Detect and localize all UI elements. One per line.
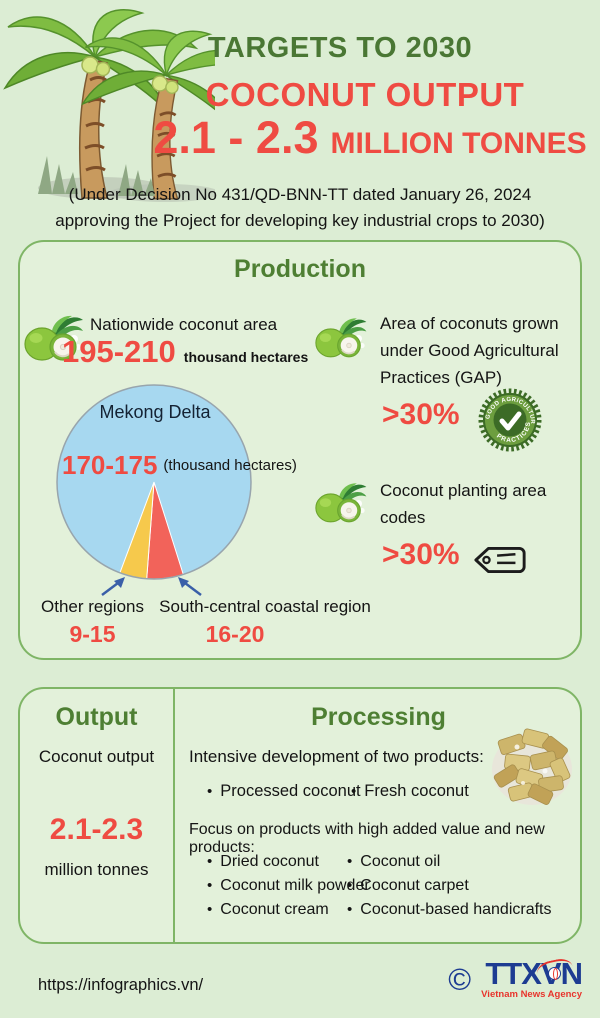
processing-product-item: Coconut cream [207,901,329,919]
processing-product-item: Coconut-based handicrafts [347,901,551,919]
production-title: Production [234,255,366,283]
header-subtitle-line2: approving the Project for developing key… [55,211,545,230]
processing-product-item: Coconut oil [347,853,440,871]
processing-product-item: Processed coconut [207,782,360,801]
processing-product-item: Fresh coconut [351,782,469,801]
pie-slice-value-mekong: 170-175 [62,450,158,480]
coconut-area-pie-chart [56,384,252,580]
copyright-icon: © [448,961,472,997]
pie-unit-label: (thousand hectares) [163,457,297,474]
globe-icon [548,967,562,980]
header-title: COCONUT OUTPUT [205,76,525,113]
output-value: 2.1-2.3 [49,813,144,846]
header-subtitle-line1: (Under Decision No 431/QD-BNN-TT dated J… [68,185,532,204]
output-processing-panel: Output Coconut output 2.1-2.3 million to… [18,687,582,944]
header-figure-unit: MILLION TONNES [330,127,587,160]
pie-slice-label-other: Other regions [41,597,144,616]
coconut-icon [315,482,368,523]
header-kicker: TARGETS TO 2030 [207,32,473,64]
pie-slice-value-south-central: 16-20 [205,621,265,647]
output-title: Output [55,703,138,731]
processing-intro1: Intensive development of two products: [189,747,484,766]
pie-slice-label-mekong: Mekong Delta [99,402,211,422]
palm-trees-illustration [3,9,215,202]
production-panel: Production Nationwide coconut area 195-2… [18,240,582,660]
nationwide-area-value: 195-210 [62,334,176,369]
ttxvn-logo-subtext: Vietnam News Agency [481,989,582,1000]
pie-slice-value-mekong-row: 170-175 (thousand hectares) [62,450,297,481]
processing-intro2: Focus on products with high added value … [189,821,545,856]
processing-product-item: Coconut milk powder [207,877,369,895]
coconut-candy-image [492,728,572,805]
arrow-to-south-central-icon [178,577,202,596]
gap-area-value: >30% [382,398,460,431]
pie-slice-label-south-central: South-central coastal region [159,597,371,616]
arrow-to-other-regions-icon [101,577,125,596]
pie-slice-value-other: 9-15 [69,621,116,647]
ttxvn-logo-text: TTXVN [485,956,583,991]
processing-product-item: Coconut carpet [347,877,469,895]
header-figure-value: 2.1 - 2.3 [153,112,319,163]
output-unit: million tonnes [44,860,149,879]
gap-certified-badge-icon: GOOD AGRICULTURAL PRACTICES [478,388,542,452]
source-url-link[interactable]: https://infographics.vn/ [38,976,204,994]
processing-title: Processing [311,703,446,731]
nationwide-area-label: Nationwide coconut area [90,315,278,334]
nationwide-area-unit: thousand hectares [183,349,309,365]
planting-codes-value: >30% [382,538,460,571]
planting-codes-label: Coconut planting area codes [380,481,547,527]
tag-icon [474,546,526,574]
coconut-icon [315,317,368,358]
ttxvn-logo-letters: TTXVN [485,956,583,991]
column-divider [173,689,175,942]
header-figure: 2.1 - 2.3 MILLION TONNES [140,112,600,164]
ttxvn-logo: © TTXVN Vietnam News Agency [448,956,583,1000]
processing-product-item: Dried coconut [207,853,319,871]
output-label: Coconut output [38,747,155,766]
nationwide-area-value-row: 195-210 thousand hectares [62,334,308,370]
header-subtitle: (Under Decision No 431/QD-BNN-TT dated J… [30,182,570,234]
gap-area-label: Area of coconuts grown under Good Agricu… [380,314,559,387]
